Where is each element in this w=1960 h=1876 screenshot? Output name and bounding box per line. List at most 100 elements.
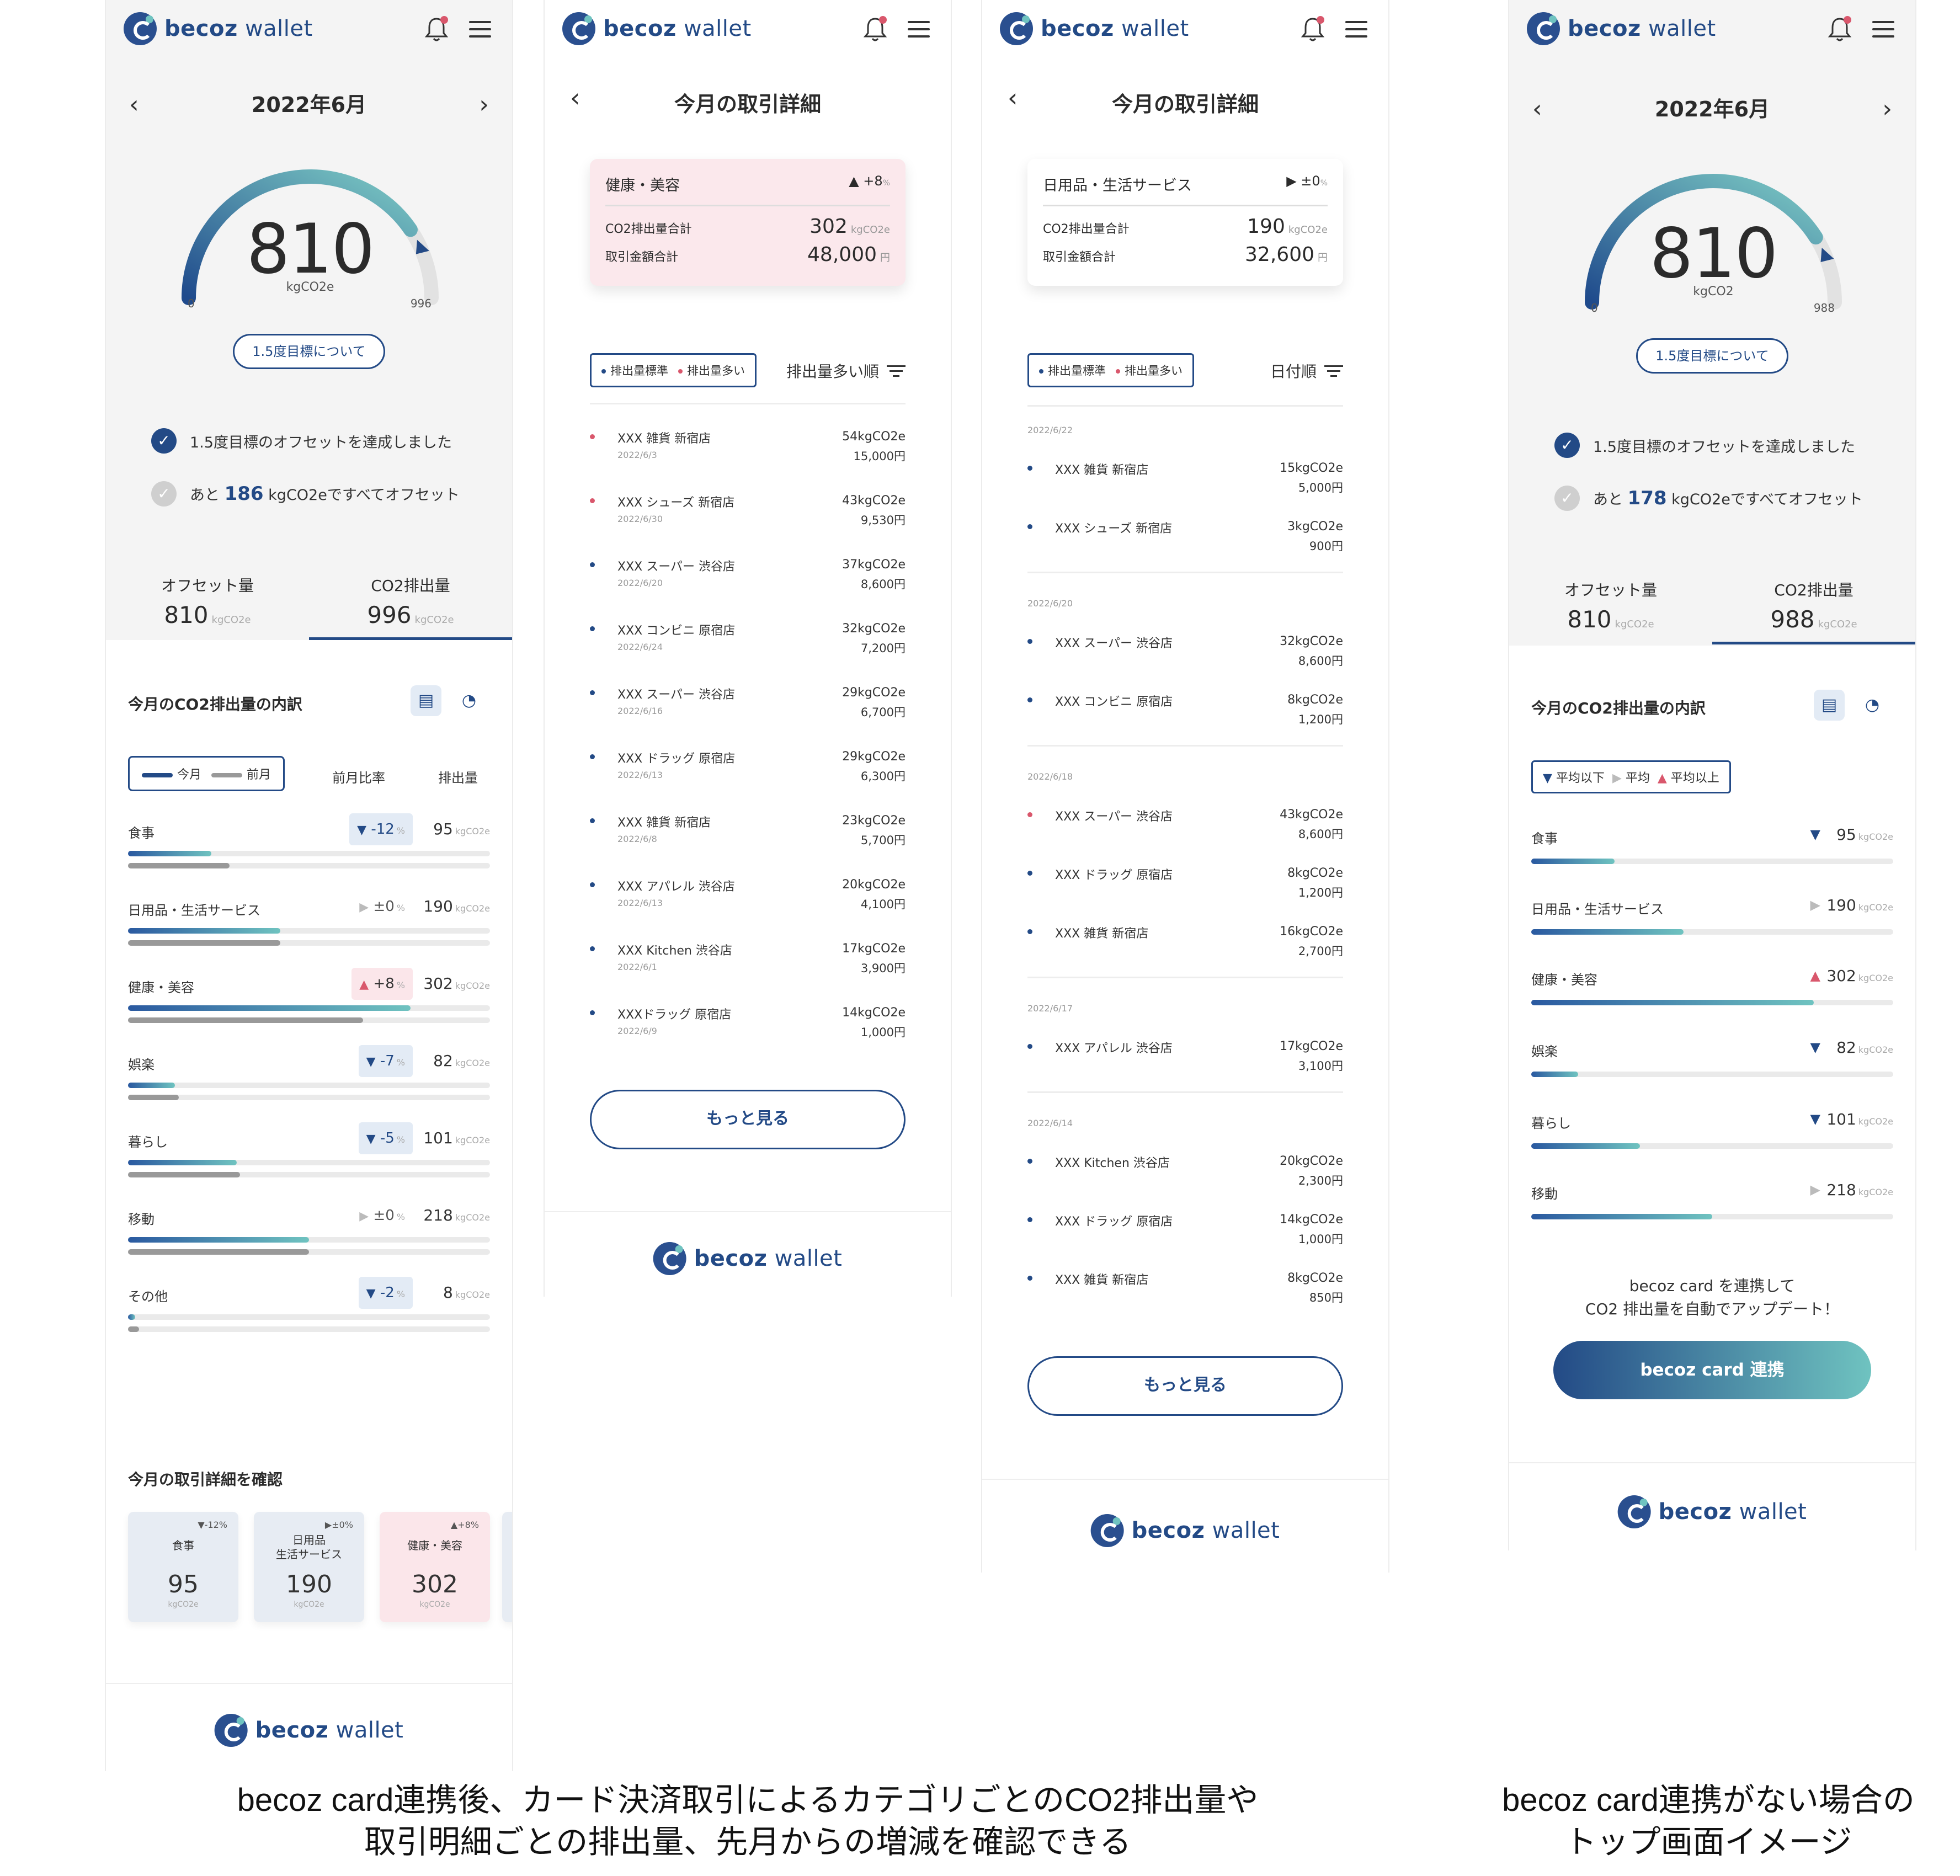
transaction-row[interactable]: XXX アパレル 渋谷店 2022/6/13 20kgCO2e 4,100円 (590, 870, 906, 934)
emission-dot (590, 1010, 595, 1015)
becoz-logo[interactable]: becoz wallet (1527, 12, 1716, 45)
chevron-right-icon[interactable]: › (1882, 95, 1892, 123)
category-row[interactable]: 娯楽 ▼ 82 kgCO2e (1531, 1030, 1893, 1096)
category-row[interactable]: 娯楽 ▼ -7% 82 kgCO2e (128, 1043, 490, 1109)
page-title: 今月の取引詳細 (674, 92, 821, 116)
bell-icon[interactable] (1301, 15, 1325, 43)
category-value-number: 302 (423, 974, 453, 993)
logo-light: wallet (774, 1246, 843, 1271)
pie-chart-icon[interactable]: ◔ (1865, 695, 1880, 715)
bar-chart-icon[interactable]: ▤ (411, 685, 441, 716)
category-row[interactable]: 健康・美容 ▲ 302 kgCO2e (1531, 958, 1893, 1024)
remaining-pre: あと (1593, 491, 1623, 508)
about-target-button[interactable]: 1.5度目標について (233, 334, 385, 369)
percent-unit: % (396, 1057, 405, 1068)
transaction-co2: 37kgCO2e (842, 558, 906, 572)
emission-dot (590, 562, 595, 567)
transaction-row[interactable]: XXX スーパー 渋谷店 32kgCO2e 8,600円 (1027, 627, 1343, 691)
bell-icon[interactable] (1828, 15, 1852, 43)
transaction-row[interactable]: XXX 雑貨 新宿店 2022/6/3 54kgCO2e 15,000円 (590, 422, 906, 486)
tab-emission[interactable]: CO2排出量 996 kgCO2e (309, 557, 512, 640)
transaction-row[interactable]: XXX スーパー 渋谷店 2022/6/16 29kgCO2e 6,700円 (590, 678, 906, 742)
transaction-row[interactable]: XXX コンビニ 原宿店 2022/6/24 32kgCO2e 7,200円 (590, 614, 906, 678)
chevron-right-icon[interactable]: › (479, 90, 489, 119)
emission-dot (1027, 1217, 1032, 1222)
category-row[interactable]: 食事 ▼ 95 kgCO2e (1531, 817, 1893, 883)
sort-control[interactable]: 日付順 (1270, 360, 1343, 382)
bell-icon[interactable] (424, 15, 449, 43)
menu-icon[interactable] (908, 21, 930, 39)
category-row[interactable]: 健康・美容 ▲ +8% 302 kgCO2e (128, 966, 490, 1032)
category-row[interactable]: 食事 ▼ -12% 95 kgCO2e (128, 811, 490, 877)
category-row[interactable]: 移動 ▶ 218 kgCO2e (1531, 1172, 1893, 1238)
becoz-logo[interactable]: becoz wallet (1000, 12, 1189, 45)
category-value-number: 8 (443, 1283, 453, 1302)
menu-icon[interactable] (1872, 21, 1894, 39)
bar-chart-icon[interactable]: ▤ (1814, 690, 1845, 721)
chevron-left-icon[interactable]: ‹ (570, 83, 580, 113)
bell-icon[interactable] (863, 15, 887, 43)
category-card[interactable]: ▲+8% 健康・美容 302 kgCO2e (380, 1512, 490, 1622)
transaction-row[interactable]: XXX Kitchen 渋谷店 20kgCO2e 2,300円 (1027, 1147, 1343, 1211)
transaction-row[interactable]: XXX ドラッグ 原宿店 2022/6/13 29kgCO2e 6,300円 (590, 742, 906, 806)
category-card-peek[interactable] (502, 1512, 512, 1622)
bar-fill (128, 863, 230, 868)
chevron-left-icon[interactable]: ‹ (129, 90, 139, 119)
link-card-button[interactable]: becoz card 連携 (1553, 1341, 1871, 1399)
category-row[interactable]: 暮らし ▼ 101 kgCO2e (1531, 1101, 1893, 1168)
transaction-row[interactable]: XXX アパレル 渋谷店 17kgCO2e 3,100円 (1027, 1032, 1343, 1096)
sort-control[interactable]: 排出量多い順 (786, 360, 906, 382)
transaction-row[interactable]: XXX シューズ 新宿店 3kgCO2e 900円 (1027, 512, 1343, 576)
transaction-amount: 4,100円 (860, 898, 906, 911)
category-card[interactable]: ▼-12% 食事 95 kgCO2e (128, 1512, 238, 1622)
chevron-left-icon[interactable]: ‹ (1008, 83, 1018, 113)
transaction-row[interactable]: XXX Kitchen 渋谷店 2022/6/1 17kgCO2e 3,900円 (590, 934, 906, 998)
category-row[interactable]: 日用品・生活サービス ▶ ±0% 190 kgCO2e (128, 888, 490, 955)
transaction-row[interactable]: XXX スーパー 渋谷店 43kgCO2e 8,600円 (1027, 800, 1343, 864)
chevron-left-icon[interactable]: ‹ (1532, 95, 1542, 123)
pie-chart-icon[interactable]: ◔ (461, 691, 477, 710)
transaction-row[interactable]: XXX ドラッグ 原宿店 8kgCO2e 1,200円 (1027, 859, 1343, 923)
emission-dot (1027, 697, 1032, 702)
about-target-button[interactable]: 1.5度目標について (1636, 338, 1788, 374)
transaction-row[interactable]: XXX 雑貨 新宿店 8kgCO2e 850円 (1027, 1264, 1343, 1328)
summary-tabs: オフセット量 810 kgCO2e CO2排出量 988 kgCO2e (1509, 562, 1915, 644)
category-card[interactable]: ▶±0% 日用品 生活サービス 190 kgCO2e (254, 1512, 364, 1622)
menu-icon[interactable] (469, 21, 491, 39)
transaction-row[interactable]: XXX 雑貨 新宿店 16kgCO2e 2,700円 (1027, 917, 1343, 981)
transaction-row[interactable]: XXXドラッグ 原宿店 2022/6/9 14kgCO2e 1,000円 (590, 998, 906, 1062)
becoz-logo[interactable]: becoz wallet (562, 12, 752, 45)
becoz-logo[interactable]: becoz wallet (1090, 1514, 1280, 1547)
tab-emission[interactable]: CO2排出量 988 kgCO2e (1712, 562, 1915, 644)
emission-legend[interactable]: 排出量標準 排出量多い (590, 353, 757, 387)
becoz-logo[interactable]: becoz wallet (124, 12, 313, 45)
emission-dot (590, 946, 595, 951)
category-row[interactable]: 移動 ▶ ±0% 218 kgCO2e (128, 1197, 490, 1264)
emission-dot (590, 754, 595, 759)
more-button[interactable]: もっと見る (590, 1090, 906, 1149)
more-button[interactable]: もっと見る (1027, 1356, 1343, 1416)
card-name: 健康・美容 (380, 1538, 490, 1553)
transaction-row[interactable]: XXX コンビニ 原宿店 8kgCO2e 1,200円 (1027, 685, 1343, 749)
transaction-row[interactable]: XXX スーパー 渋谷店 2022/6/20 37kgCO2e 8,600円 (590, 550, 906, 614)
category-row[interactable]: 暮らし ▼ -5% 101 kgCO2e (128, 1120, 490, 1186)
transaction-row[interactable]: XXX 雑貨 新宿店 15kgCO2e 5,000円 (1027, 454, 1343, 518)
menu-icon[interactable] (1345, 21, 1367, 39)
transaction-amount: 5,000円 (1298, 481, 1343, 494)
becoz-logo[interactable]: becoz wallet (1617, 1495, 1807, 1528)
tab-offset[interactable]: オフセット量 810 kgCO2e (106, 557, 309, 640)
transaction-row[interactable]: XXX 雑貨 新宿店 2022/6/8 23kgCO2e 5,700円 (590, 806, 906, 870)
tab-offset[interactable]: オフセット量 810 kgCO2e (1509, 562, 1712, 644)
category-value-number: 190 (1826, 896, 1856, 914)
category-delta-value: -5 (380, 1130, 395, 1147)
transaction-row[interactable]: XXX シューズ 新宿店 2022/6/30 43kgCO2e 9,530円 (590, 486, 906, 550)
becoz-logo[interactable]: becoz wallet (214, 1714, 404, 1747)
category-row[interactable]: 日用品・生活サービス ▶ 190 kgCO2e (1531, 887, 1893, 953)
breakdown-title: 今月のCO2排出量の内訳 (128, 695, 302, 713)
transaction-amount: 6,700円 (860, 706, 906, 719)
category-row[interactable]: その他 ▼ -2% 8 kgCO2e (128, 1275, 490, 1341)
offset-achieved-text: 1.5度目標のオフセットを達成しました (1593, 438, 1855, 456)
becoz-logo[interactable]: becoz wallet (653, 1242, 843, 1275)
transaction-row[interactable]: XXX ドラッグ 原宿店 14kgCO2e 1,000円 (1027, 1205, 1343, 1269)
emission-legend[interactable]: 排出量標準 排出量多い (1027, 353, 1194, 387)
